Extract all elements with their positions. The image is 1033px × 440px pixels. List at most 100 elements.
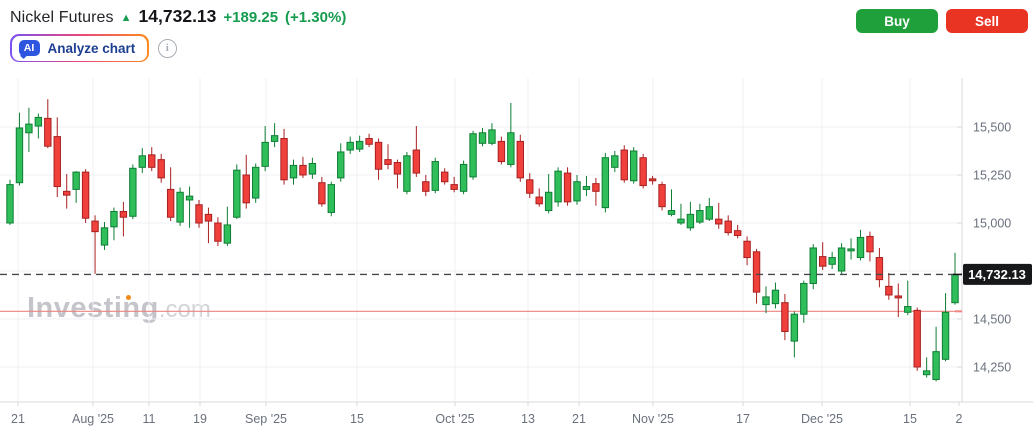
candle[interactable] bbox=[648, 175, 657, 185]
candle[interactable] bbox=[639, 153, 647, 189]
candle[interactable] bbox=[856, 229, 865, 261]
candle[interactable] bbox=[412, 126, 421, 177]
candle[interactable] bbox=[374, 138, 383, 180]
candle[interactable] bbox=[110, 207, 118, 241]
candle[interactable] bbox=[705, 198, 713, 222]
candle[interactable] bbox=[875, 247, 884, 288]
candle[interactable] bbox=[715, 202, 723, 229]
candle[interactable] bbox=[270, 123, 279, 148]
candle[interactable] bbox=[866, 231, 874, 262]
candle[interactable] bbox=[752, 248, 761, 304]
candle[interactable] bbox=[554, 167, 562, 207]
candles-layer[interactable] bbox=[6, 99, 959, 382]
candle[interactable] bbox=[441, 168, 449, 185]
candle[interactable] bbox=[630, 147, 638, 184]
candle[interactable] bbox=[733, 224, 742, 239]
candle[interactable] bbox=[516, 134, 524, 182]
price-chart[interactable]: 14,732.13 15,500 15,250 15,000 14,500 14,250 2… bbox=[0, 75, 1033, 440]
candle[interactable] bbox=[677, 203, 685, 225]
candle[interactable] bbox=[450, 176, 458, 193]
candle[interactable] bbox=[289, 159, 298, 185]
candle[interactable] bbox=[72, 171, 80, 203]
candle[interactable] bbox=[667, 189, 676, 217]
candle[interactable] bbox=[904, 280, 912, 316]
candle[interactable] bbox=[252, 163, 260, 203]
candle[interactable] bbox=[535, 188, 543, 207]
candle[interactable] bbox=[563, 167, 572, 206]
candle[interactable] bbox=[223, 206, 232, 247]
buy-button[interactable]: Buy bbox=[856, 9, 938, 33]
candle[interactable] bbox=[25, 107, 33, 152]
candle[interactable] bbox=[951, 252, 959, 305]
candle[interactable] bbox=[280, 128, 288, 185]
candle[interactable] bbox=[686, 201, 695, 231]
candle[interactable] bbox=[431, 157, 439, 194]
candle[interactable] bbox=[233, 164, 241, 220]
candle[interactable] bbox=[119, 201, 128, 237]
candle[interactable] bbox=[544, 174, 553, 214]
candle[interactable] bbox=[762, 286, 770, 314]
candle[interactable] bbox=[185, 186, 194, 228]
candle[interactable] bbox=[53, 117, 61, 198]
candle[interactable] bbox=[384, 144, 392, 170]
candle[interactable] bbox=[894, 283, 902, 318]
candle[interactable] bbox=[847, 238, 855, 260]
candle[interactable] bbox=[242, 154, 250, 209]
candle[interactable] bbox=[771, 282, 780, 309]
candle[interactable] bbox=[932, 326, 940, 382]
candle[interactable] bbox=[724, 215, 732, 236]
candle[interactable] bbox=[261, 126, 269, 172]
candle[interactable] bbox=[15, 112, 24, 186]
candle[interactable] bbox=[44, 99, 52, 149]
candle[interactable] bbox=[526, 173, 534, 199]
candle[interactable] bbox=[176, 187, 184, 226]
price-axis[interactable]: 15,500 15,250 15,000 14,500 14,250 bbox=[973, 121, 1011, 375]
candle[interactable] bbox=[658, 181, 666, 211]
candle[interactable] bbox=[592, 177, 600, 206]
candle[interactable] bbox=[601, 152, 610, 213]
candle[interactable] bbox=[620, 145, 628, 183]
candle[interactable] bbox=[299, 156, 307, 178]
candle[interactable] bbox=[469, 130, 477, 180]
candle[interactable] bbox=[611, 151, 619, 173]
candle[interactable] bbox=[497, 136, 506, 165]
candle[interactable] bbox=[393, 159, 402, 189]
candle[interactable] bbox=[781, 294, 789, 341]
candle[interactable] bbox=[34, 113, 43, 139]
candle[interactable] bbox=[100, 222, 109, 250]
candle[interactable] bbox=[696, 203, 704, 224]
candle[interactable] bbox=[809, 244, 817, 290]
candle[interactable] bbox=[166, 167, 175, 222]
candle[interactable] bbox=[828, 251, 836, 270]
candle[interactable] bbox=[573, 175, 581, 205]
candle[interactable] bbox=[6, 179, 14, 225]
candle[interactable] bbox=[582, 175, 591, 197]
candle[interactable] bbox=[790, 311, 799, 358]
candle[interactable] bbox=[355, 135, 364, 152]
time-axis[interactable]: 21 Aug '25 11 19 Sep '25 15 Oct '25 13 21 Nov '25… bbox=[11, 412, 962, 426]
sell-button[interactable]: Sell bbox=[946, 9, 1028, 33]
candle[interactable] bbox=[913, 307, 921, 371]
candle[interactable] bbox=[478, 127, 487, 147]
candle[interactable] bbox=[488, 123, 496, 146]
candle[interactable] bbox=[157, 153, 165, 183]
candle[interactable] bbox=[885, 272, 893, 300]
candle[interactable] bbox=[318, 176, 326, 207]
candle[interactable] bbox=[63, 174, 71, 209]
candle[interactable] bbox=[214, 217, 222, 247]
candle[interactable] bbox=[941, 293, 950, 362]
candle[interactable] bbox=[403, 151, 411, 195]
candle[interactable] bbox=[129, 164, 137, 220]
candle[interactable] bbox=[837, 243, 846, 274]
candle[interactable] bbox=[422, 175, 430, 197]
candle[interactable] bbox=[204, 207, 213, 244]
candle[interactable] bbox=[138, 148, 147, 174]
candle[interactable] bbox=[922, 357, 931, 378]
candle[interactable] bbox=[327, 181, 336, 217]
candle[interactable] bbox=[148, 147, 156, 172]
analyze-chart-button[interactable]: AI Analyze chart bbox=[10, 34, 149, 62]
candle[interactable] bbox=[195, 199, 203, 228]
candle[interactable] bbox=[308, 157, 317, 179]
candle[interactable] bbox=[346, 136, 354, 154]
info-icon[interactable]: i bbox=[157, 38, 177, 58]
